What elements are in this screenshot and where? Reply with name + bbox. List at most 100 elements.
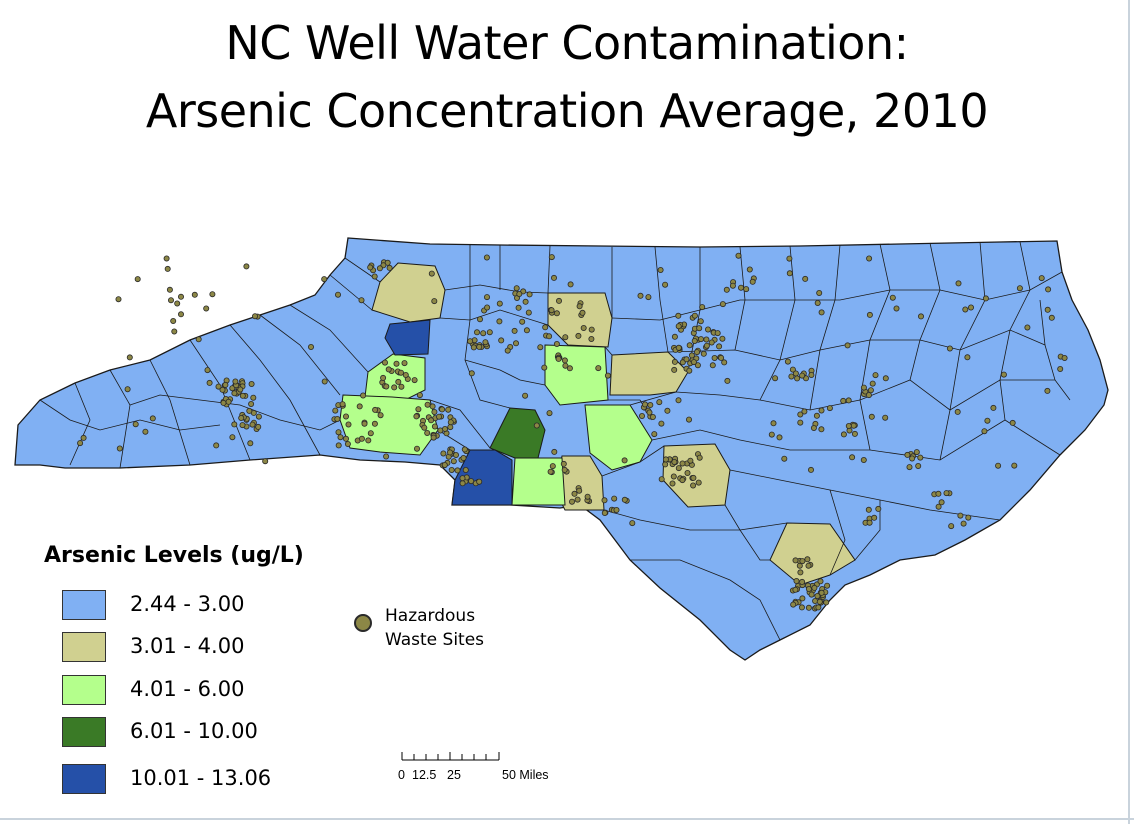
hazard-site-marker bbox=[567, 281, 574, 288]
hazard-site-marker bbox=[1061, 354, 1068, 361]
hazard-site-marker bbox=[642, 401, 649, 408]
hazard-site-marker bbox=[671, 358, 678, 365]
hazard-site-marker bbox=[657, 266, 664, 273]
hazard-site-marker bbox=[664, 407, 671, 414]
hazard-site-marker bbox=[515, 304, 522, 311]
hazard-site-marker bbox=[646, 409, 653, 416]
hazard-site-marker bbox=[229, 434, 236, 441]
hazard-site-marker bbox=[473, 329, 480, 336]
hazard-site-marker bbox=[595, 365, 602, 372]
legend-swatch bbox=[62, 675, 106, 705]
hazard-site-marker bbox=[946, 345, 953, 352]
hazard-site-marker bbox=[690, 474, 697, 481]
hazard-site-marker bbox=[671, 366, 678, 373]
hazard-site-marker bbox=[482, 339, 489, 346]
hazard-site-marker bbox=[684, 469, 691, 476]
hazard-site-marker bbox=[711, 354, 718, 361]
hazard-site-marker bbox=[335, 442, 342, 449]
hazard-site-marker bbox=[811, 584, 818, 591]
hazard-site-marker bbox=[792, 557, 799, 564]
hazard-site-marker bbox=[243, 263, 250, 270]
hazard-site-marker bbox=[393, 360, 400, 367]
hazard-site-marker bbox=[239, 392, 246, 399]
legend-label: 10.01 - 13.06 bbox=[130, 766, 272, 790]
hazard-site-marker bbox=[810, 424, 817, 431]
hazard-site-marker bbox=[166, 286, 173, 293]
hazard-site-marker bbox=[447, 419, 454, 426]
hazard-site-marker bbox=[522, 392, 529, 399]
hazard-site-marker bbox=[468, 370, 475, 377]
hazard-site-marker bbox=[867, 387, 874, 394]
hazard-site-marker bbox=[686, 416, 693, 423]
hazard-site-marker bbox=[459, 475, 466, 482]
legend-row: 3.01 - 4.00 bbox=[62, 632, 302, 664]
hazard-site-marker bbox=[679, 460, 686, 467]
hazard-site-marker bbox=[398, 383, 405, 390]
hazard-dot-icon bbox=[354, 614, 372, 632]
hazard-site-marker bbox=[533, 422, 540, 429]
hazard-site-marker bbox=[380, 374, 387, 381]
hazard-site-marker bbox=[553, 340, 560, 347]
hazard-site-marker bbox=[719, 301, 726, 308]
hazard-site-marker bbox=[575, 332, 582, 339]
hazard-site-marker bbox=[401, 360, 408, 367]
hazard-site-marker bbox=[669, 480, 676, 487]
hazard-site-marker bbox=[250, 394, 257, 401]
hazard-site-marker bbox=[840, 397, 847, 404]
hazard-site-marker bbox=[468, 478, 475, 485]
hazard-site-marker bbox=[935, 503, 942, 510]
hazard-site-marker bbox=[904, 451, 911, 458]
hazard-site-marker bbox=[560, 460, 567, 467]
hazard-site-marker bbox=[703, 336, 710, 343]
hazard-site-marker bbox=[431, 423, 438, 430]
hazard-site-marker bbox=[356, 403, 363, 410]
hazard-site-marker bbox=[686, 342, 693, 349]
hazard-site-marker bbox=[551, 274, 558, 281]
hazard-site-marker bbox=[424, 429, 431, 436]
legend-label: 6.01 - 10.00 bbox=[130, 719, 258, 743]
hazard-site-marker bbox=[604, 372, 611, 379]
hazard-site-marker bbox=[786, 255, 793, 262]
hazard-site-marker bbox=[801, 408, 808, 415]
hazard-site-marker bbox=[1044, 306, 1051, 313]
legend-swatch bbox=[62, 632, 106, 662]
hazard-site-marker bbox=[496, 300, 503, 307]
hazard-site-marker bbox=[860, 456, 867, 463]
hazard-site-marker bbox=[358, 297, 365, 304]
hazard-site-marker bbox=[872, 372, 879, 379]
hazard-site-marker bbox=[866, 519, 873, 526]
hazard-site-marker bbox=[345, 421, 352, 428]
scale-label-25: 25 bbox=[447, 768, 461, 782]
hazard-site-marker bbox=[679, 477, 686, 484]
hazard-site-marker bbox=[415, 406, 422, 413]
hazard-site-marker bbox=[335, 429, 342, 436]
hazard-site-marker bbox=[435, 413, 442, 420]
hazard-site-marker bbox=[549, 463, 556, 470]
hazard-site-marker bbox=[440, 450, 447, 457]
hazard-site-marker bbox=[1057, 365, 1064, 372]
hazard-site-marker bbox=[430, 434, 437, 441]
hazard-site-marker bbox=[548, 307, 555, 314]
nc-county-map bbox=[14, 237, 1109, 661]
hazard-site-marker bbox=[367, 264, 374, 271]
hazard-site-marker bbox=[943, 490, 950, 497]
hazard-site-marker bbox=[792, 370, 799, 377]
hazard-site-marker bbox=[719, 335, 726, 342]
hazard-site-marker bbox=[805, 604, 812, 611]
hazard-site-marker bbox=[149, 415, 156, 422]
hazard-site-marker bbox=[708, 339, 715, 346]
hazard-site-marker bbox=[645, 294, 652, 301]
hazard-site-marker bbox=[470, 344, 477, 351]
hazard-site-marker bbox=[786, 270, 793, 277]
hazard-site-marker bbox=[735, 252, 742, 259]
hazard-site-marker bbox=[804, 556, 811, 563]
hazard-site-marker bbox=[738, 284, 745, 291]
hazard-site-marker bbox=[476, 478, 483, 485]
hazard-site-marker bbox=[248, 400, 255, 407]
hazard-site-marker bbox=[797, 411, 804, 418]
hazard-site-marker bbox=[729, 282, 736, 289]
hazard-site-marker bbox=[541, 364, 548, 371]
hazard-site-marker bbox=[537, 344, 544, 351]
hazard-site-marker bbox=[818, 589, 825, 596]
hazard-site-marker bbox=[688, 352, 695, 359]
